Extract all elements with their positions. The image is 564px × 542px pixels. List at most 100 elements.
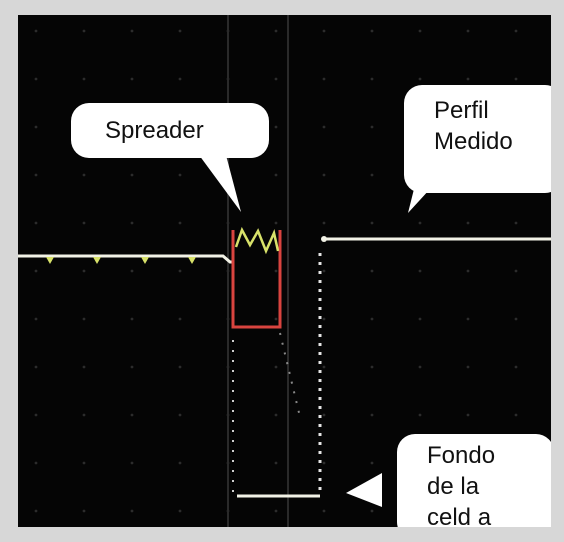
grid-dot (82, 317, 86, 321)
grid-dot (466, 221, 470, 225)
measurement-plot (18, 15, 551, 527)
grid-dot (514, 77, 518, 81)
grid-dot (274, 365, 278, 369)
grid-dot (130, 77, 134, 81)
spreader-top-trace (234, 226, 280, 255)
profile-markers (46, 257, 196, 264)
grid-dot (178, 413, 182, 417)
grid-dot (514, 365, 518, 369)
spreader-callout: Spreader (71, 103, 269, 158)
profile-right-start (321, 236, 327, 242)
grid-dot (514, 269, 518, 273)
grid-dot (466, 269, 470, 273)
grid-dot (322, 509, 326, 513)
grid-dot (34, 317, 38, 321)
grid-dot (322, 173, 326, 177)
cell-bottom-label: Fondo de la celd a (427, 442, 496, 527)
marker (46, 257, 54, 264)
grid-dot (130, 461, 134, 465)
grid-dot (418, 221, 422, 225)
grid-dot (178, 173, 182, 177)
grid-dot (82, 509, 86, 513)
grid-dot (370, 365, 374, 369)
grid-dot (82, 77, 86, 81)
grid-dot (274, 509, 278, 513)
grid-dot (178, 221, 182, 225)
grid-dot (322, 317, 326, 321)
grid-dot (130, 221, 134, 225)
grid-dot (82, 221, 86, 225)
measured-profile-callout: Perfil Medido (404, 85, 551, 193)
grid-dot (34, 413, 38, 417)
grid-dot (34, 77, 38, 81)
grid-dot (34, 221, 38, 225)
grid-dot (34, 461, 38, 465)
spreader-shadow-right (279, 332, 301, 418)
grid-dot (178, 77, 182, 81)
grid-dot (274, 29, 278, 33)
grid-dot (130, 269, 134, 273)
grid-dot (370, 29, 374, 33)
grid-dot (274, 461, 278, 465)
grid-dot (418, 269, 422, 273)
marker (93, 257, 101, 264)
grid-dot (322, 221, 326, 225)
grid-dot (370, 125, 374, 129)
grid-dot (130, 413, 134, 417)
grid-dot (130, 365, 134, 369)
spreader-callout-tail (188, 140, 241, 212)
grid-dot (514, 221, 518, 225)
measured-profile-label: Perfil Medido (434, 97, 513, 155)
grid-dot (370, 269, 374, 273)
grid-dot (178, 317, 182, 321)
grid-dot (82, 173, 86, 177)
grid-dot (34, 29, 38, 33)
grid-dot (130, 29, 134, 33)
grid-dot (130, 509, 134, 513)
grid-dot (322, 29, 326, 33)
grid-dot (322, 125, 326, 129)
grid-dot (514, 29, 518, 33)
grid-dot (82, 413, 86, 417)
grid-dot (274, 221, 278, 225)
grid-dot (178, 29, 182, 33)
grid-dot (34, 125, 38, 129)
grid-dot (82, 29, 86, 33)
grid-dot (322, 269, 326, 273)
grid-dot (274, 125, 278, 129)
grid-dot (370, 413, 374, 417)
grid-dot (82, 461, 86, 465)
grid-dot (178, 269, 182, 273)
marker (141, 257, 149, 264)
grid-dot (34, 173, 38, 177)
spreader-shape (231, 230, 282, 329)
grid-dot (322, 365, 326, 369)
grid-dot (370, 77, 374, 81)
grid-dot (82, 365, 86, 369)
grid-dot (322, 413, 326, 417)
grid-dot (370, 173, 374, 177)
grid-dot (514, 317, 518, 321)
grid-dot (34, 509, 38, 513)
grid-dot (274, 173, 278, 177)
grid-dot (370, 509, 374, 513)
spreader-label: Spreader (105, 117, 204, 144)
grid-dot (514, 413, 518, 417)
grid-dot (34, 365, 38, 369)
grid-dot (370, 317, 374, 321)
grid-dot (466, 413, 470, 417)
grid-dot (274, 413, 278, 417)
grid-dot (34, 269, 38, 273)
grid-dot (418, 317, 422, 321)
marker (188, 257, 196, 264)
grid-dot (82, 269, 86, 273)
grid-dot (130, 317, 134, 321)
grid-dot (130, 173, 134, 177)
cell-bottom-callout: Fondo de la celd a (397, 434, 551, 527)
grid-dot (370, 461, 374, 465)
fondo-callout-tail (346, 473, 382, 507)
grid-dot (178, 509, 182, 513)
grid-dot (418, 77, 422, 81)
grid-dot (322, 77, 326, 81)
